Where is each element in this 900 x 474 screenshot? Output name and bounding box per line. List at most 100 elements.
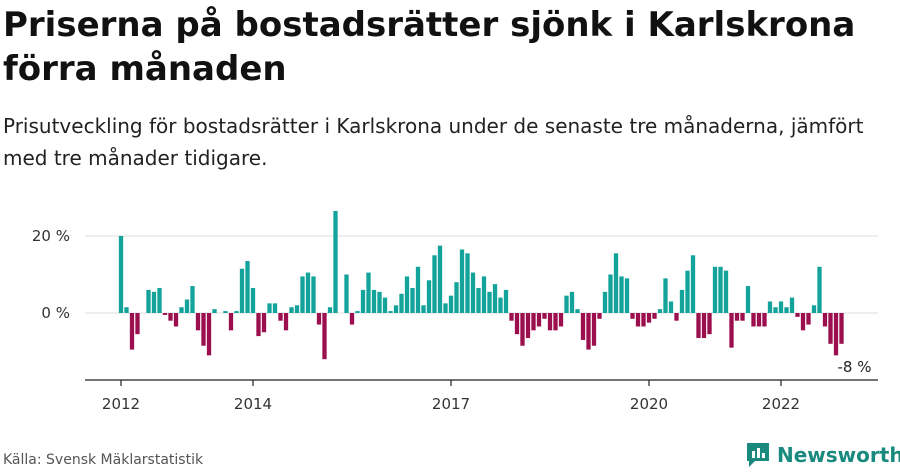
bars — [118, 210, 844, 360]
bar — [745, 286, 751, 313]
bar — [454, 282, 459, 313]
bar — [800, 313, 806, 331]
bar — [432, 255, 437, 313]
bar — [267, 303, 272, 314]
bar — [723, 270, 729, 313]
bar — [410, 287, 415, 313]
bar — [157, 287, 162, 313]
bar — [470, 272, 476, 313]
bar — [393, 305, 399, 313]
bar — [129, 313, 135, 350]
bar — [833, 313, 839, 356]
bar — [569, 291, 575, 313]
bar — [542, 313, 547, 319]
x-tick-label: 2012 — [102, 395, 140, 413]
bar — [547, 313, 553, 331]
bar — [734, 313, 740, 321]
bar — [580, 313, 586, 340]
bar — [228, 313, 234, 331]
bar — [289, 307, 294, 313]
brand-name: Newsworthy — [777, 443, 900, 467]
bar — [399, 293, 404, 313]
bar — [305, 272, 311, 313]
bar — [663, 278, 668, 313]
bar — [729, 313, 734, 348]
bar — [201, 313, 206, 346]
bar — [333, 210, 338, 313]
bar — [778, 301, 784, 313]
bar — [531, 313, 536, 331]
bar — [525, 313, 531, 339]
bar — [278, 313, 283, 321]
newsworthy-logo-icon — [747, 443, 769, 467]
bar — [822, 313, 828, 327]
bar — [459, 249, 465, 313]
bar — [184, 299, 190, 313]
bar — [382, 297, 388, 313]
bar — [817, 266, 822, 313]
bar — [712, 266, 718, 313]
x-tick-label: 2020 — [630, 395, 668, 413]
bar — [613, 253, 619, 313]
bar — [806, 313, 811, 325]
bar — [294, 305, 300, 313]
bar — [828, 313, 833, 344]
bar — [619, 276, 624, 313]
bar — [795, 313, 800, 317]
page-title: Priserna på bostadsrätter sjönk i Karlsk… — [3, 5, 856, 89]
bar — [388, 311, 393, 313]
bar — [586, 313, 591, 350]
bar — [349, 313, 355, 325]
bar — [839, 313, 844, 344]
bar — [696, 313, 701, 339]
bar — [492, 284, 498, 314]
bar — [448, 295, 454, 313]
bar — [250, 287, 256, 313]
bar — [740, 313, 745, 321]
x-axis: 2012 2014 2017 2020 2022 — [85, 379, 878, 413]
bar — [652, 313, 657, 319]
bar — [476, 287, 481, 313]
bar — [404, 276, 410, 313]
bar — [311, 276, 316, 313]
bar — [195, 313, 201, 331]
bar — [421, 305, 426, 313]
bar — [811, 305, 817, 313]
bar — [536, 313, 542, 327]
bar — [701, 313, 707, 339]
annotations: -8 % — [838, 358, 872, 376]
bar — [344, 274, 349, 313]
page-subtitle: Prisutveckling för bostadsrätter i Karls… — [3, 114, 864, 170]
bar — [206, 313, 212, 356]
x-tick-label: 2022 — [762, 395, 800, 413]
bar-chart: 20 % 0 % 2012 2014 2017 2020 2022 -8 % — [32, 210, 878, 413]
bar — [300, 276, 305, 313]
bar — [597, 313, 602, 319]
bar — [322, 313, 327, 360]
bar — [437, 245, 443, 314]
bar — [162, 313, 168, 315]
bar — [674, 313, 679, 321]
bar — [327, 307, 333, 313]
bar — [256, 313, 261, 337]
bar — [762, 313, 767, 327]
bar — [135, 313, 140, 335]
bar — [646, 313, 652, 323]
bar — [608, 274, 613, 313]
source-note: Källa: Svensk Mäklarstatistik — [3, 452, 204, 468]
bar — [514, 313, 520, 335]
bar — [630, 313, 635, 319]
bar — [261, 313, 267, 333]
bar — [426, 280, 432, 313]
bar — [503, 289, 509, 313]
bar — [239, 268, 245, 313]
bar — [212, 309, 217, 313]
bar — [168, 313, 173, 321]
bar — [668, 301, 674, 313]
bar — [443, 303, 448, 314]
bar — [316, 313, 322, 325]
bar — [685, 270, 690, 313]
bar — [520, 313, 525, 346]
bar — [179, 307, 184, 313]
bar — [718, 266, 723, 313]
